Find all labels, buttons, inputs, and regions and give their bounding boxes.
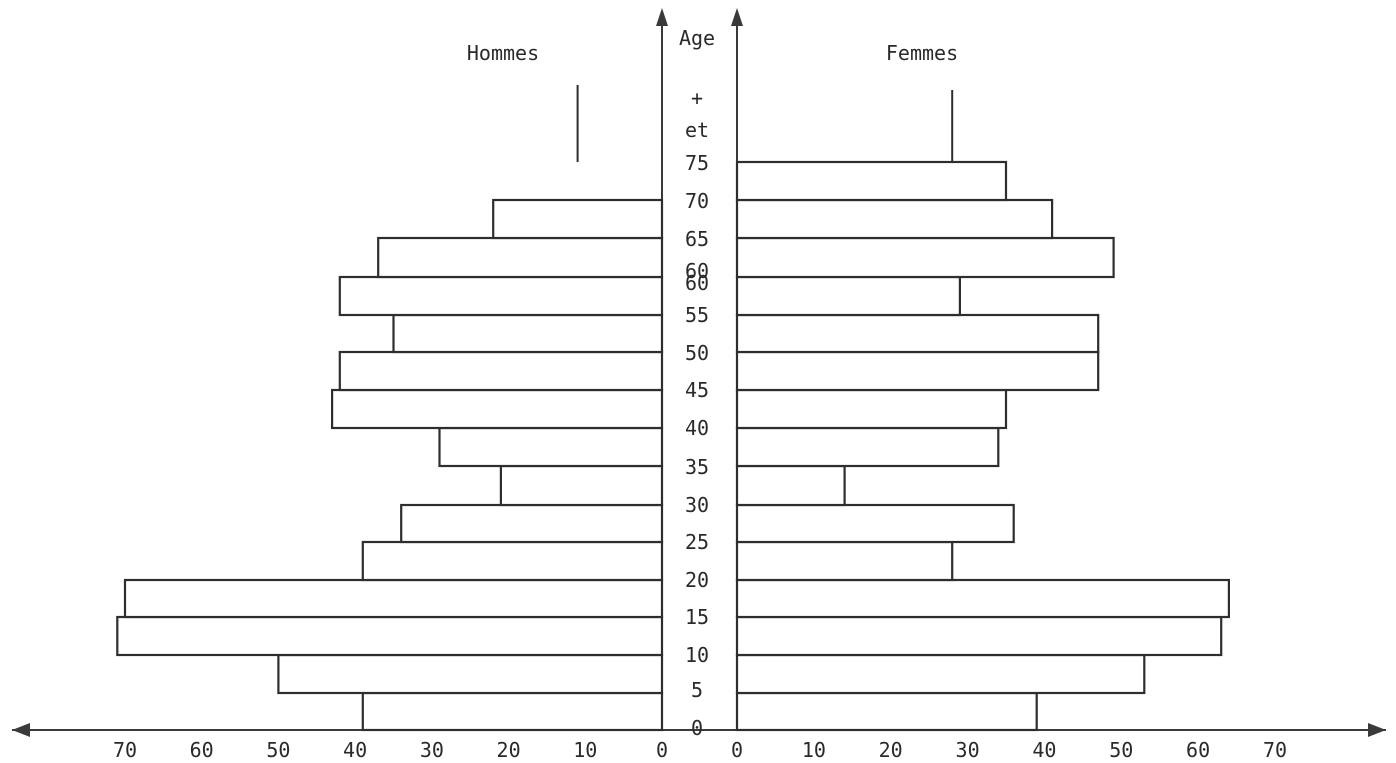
right-x-tick-label: 10 (802, 738, 826, 762)
femmes-bar-8 (735, 388, 1008, 430)
left-x-tick-label: 0 (656, 738, 668, 762)
age-tick-label: 10 (685, 643, 709, 667)
hommes-bars (116, 85, 664, 732)
left-age-axis-arrow (656, 8, 668, 26)
hommes-bar-10 (392, 313, 664, 354)
right-x-tick-label: 50 (1109, 738, 1133, 762)
hommes-bar-2 (116, 615, 664, 657)
hommes-bar-3 (123, 578, 664, 619)
left-x-tick-label: 30 (420, 738, 444, 762)
age-tick-label: 40 (685, 416, 709, 440)
hommes-bar-7 (438, 426, 664, 468)
left-x-tick-label: 50 (266, 738, 290, 762)
hommes-bar-8 (331, 388, 664, 430)
right-x-tick-label: 40 (1032, 738, 1056, 762)
age-tick-label: 65 (685, 227, 709, 251)
age-tick-label: 60 (685, 259, 709, 283)
age-tick-label: 50 (685, 341, 709, 365)
hommes-bar-9 (338, 350, 664, 392)
femmes-bar-4 (735, 540, 954, 582)
hommes-bar-1 (277, 653, 664, 695)
right-x-tick-label: 20 (879, 738, 903, 762)
femmes-bar-3 (735, 578, 1230, 619)
femmes-bar-1 (735, 653, 1146, 695)
hommes-bar-5 (400, 503, 664, 544)
left-x-tick-label: 40 (343, 738, 367, 762)
femmes-bar-12 (735, 236, 1115, 279)
x-axis-left-arrow (12, 723, 30, 737)
femmes-bar-6 (735, 464, 846, 507)
age-axis-title: Age (679, 26, 715, 50)
age-tick-label: 70 (685, 189, 709, 213)
femmes-bar-13 (735, 198, 1054, 240)
femmes-bar-14 (735, 160, 1008, 202)
femmes-bar-2 (735, 615, 1223, 657)
age-tick-label: et (685, 118, 709, 142)
hommes-bar-4 (361, 540, 664, 582)
femmes-bar-10 (735, 313, 1100, 354)
femmes-bar-7 (735, 426, 1000, 468)
hommes-bar-6 (499, 464, 664, 507)
age-tick-label: 75 (685, 151, 709, 175)
age-tick-label: 30 (685, 493, 709, 517)
right-series-label: Femmes (886, 41, 958, 65)
hommes-bar-13 (492, 198, 664, 240)
age-tick-label: 20 (685, 568, 709, 592)
femmes-bar-5 (735, 503, 1015, 544)
femmes-bars (735, 90, 1230, 732)
left-x-tick-label: 10 (573, 738, 597, 762)
age-tick-label: 15 (685, 605, 709, 629)
age-tick-label: 0 (691, 716, 703, 740)
right-x-tick-label: 70 (1263, 738, 1287, 762)
femmes-bar-0 (735, 691, 1038, 732)
left-x-tick-label: 70 (113, 738, 137, 762)
right-x-tick-label: 60 (1186, 738, 1210, 762)
left-series-label: Hommes (467, 41, 539, 65)
femmes-bar-9 (735, 350, 1100, 392)
hommes-bar-12 (377, 236, 664, 279)
right-x-tick-label: 0 (731, 738, 743, 762)
age-tick-label: + (691, 86, 703, 110)
age-tick-label: 45 (685, 378, 709, 402)
hommes-bar-0 (361, 691, 664, 732)
left-x-tick-label: 20 (497, 738, 521, 762)
left-x-tick-label: 60 (190, 738, 214, 762)
x-axis-right-arrow (1368, 723, 1386, 737)
femmes-bar-11 (735, 275, 961, 317)
age-tick-label: 55 (685, 303, 709, 327)
right-x-tick-label: 30 (956, 738, 980, 762)
age-tick-label: 60 (685, 271, 709, 295)
hommes-bar-11 (338, 275, 664, 317)
age-tick-label: 25 (685, 530, 709, 554)
age-tick-label: 35 (685, 455, 709, 479)
right-age-axis-arrow (731, 8, 743, 26)
age-tick-label: 5 (691, 678, 703, 702)
